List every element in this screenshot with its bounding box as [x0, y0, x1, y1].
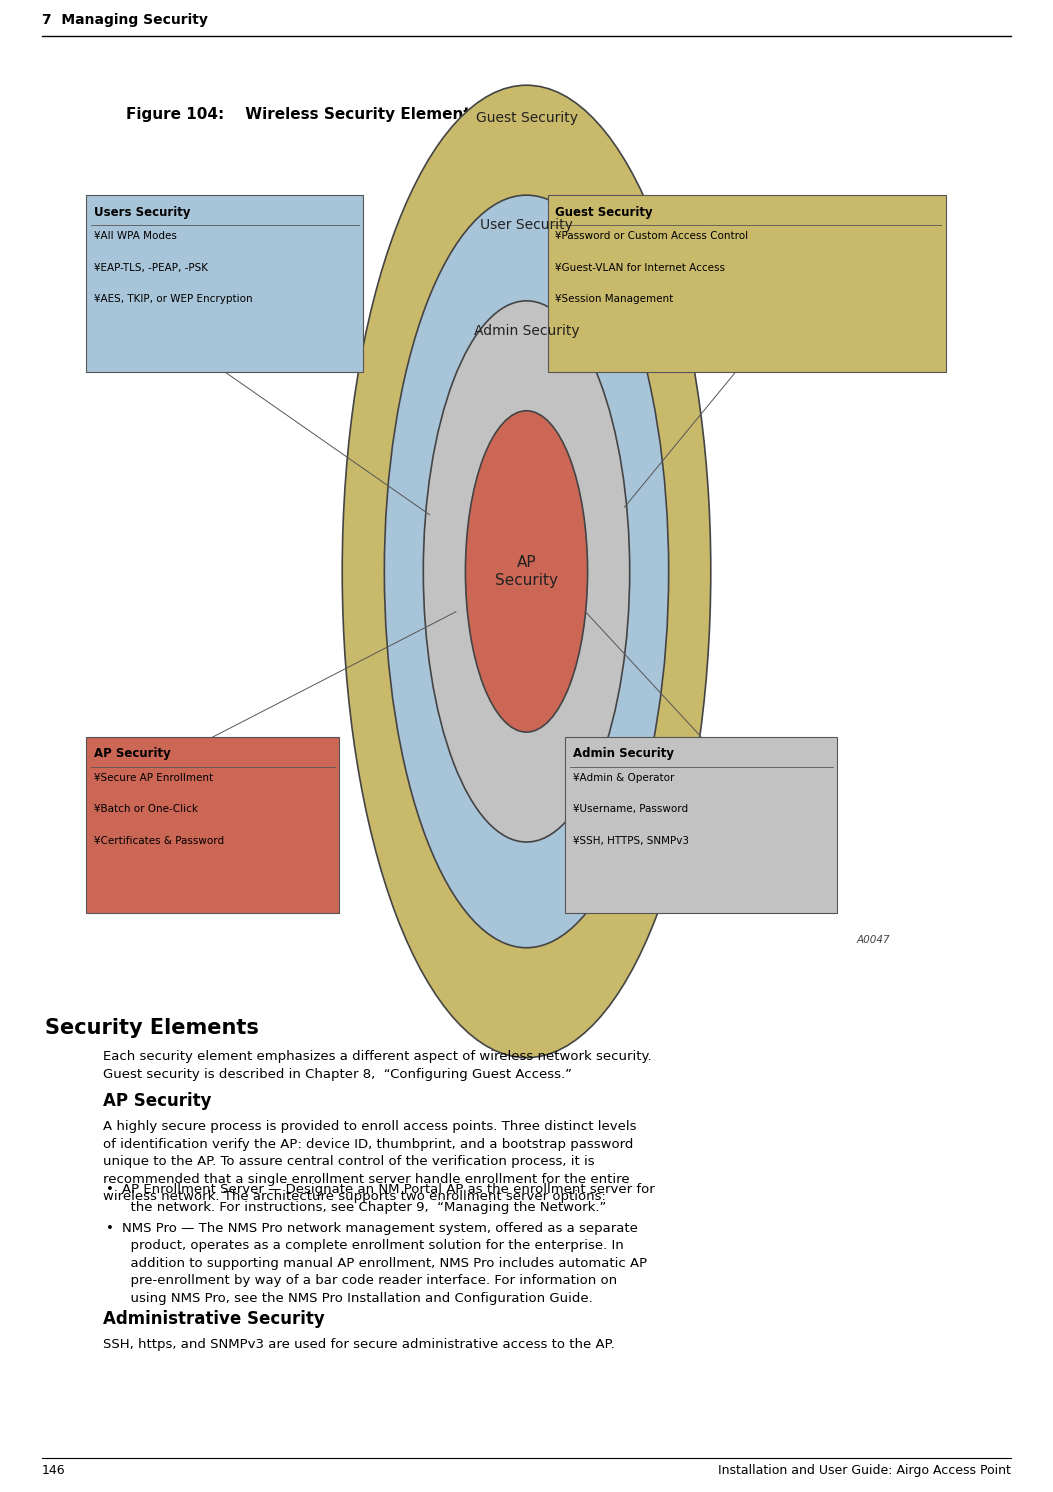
Text: AP
Security: AP Security [495, 555, 558, 588]
Text: ¥Username, Password: ¥Username, Password [573, 804, 688, 815]
Text: NMS Pro — The NMS Pro network management system, offered as a separate
  product: NMS Pro — The NMS Pro network management… [122, 1222, 648, 1306]
Text: Each security element emphasizes a different aspect of wireless network security: Each security element emphasizes a diffe… [103, 1050, 652, 1080]
Text: Figure 104:    Wireless Security Elements: Figure 104: Wireless Security Elements [126, 107, 480, 122]
Text: ¥Session Management: ¥Session Management [555, 294, 673, 304]
Text: ¥Certificates & Password: ¥Certificates & Password [94, 836, 224, 846]
Text: ¥EAP-TLS, -PEAP, -PSK: ¥EAP-TLS, -PEAP, -PSK [94, 263, 207, 273]
Text: Admin Security: Admin Security [573, 747, 674, 761]
Text: •: • [106, 1183, 114, 1197]
Text: Admin Security: Admin Security [474, 324, 579, 337]
Text: ¥All WPA Modes: ¥All WPA Modes [94, 231, 177, 242]
FancyBboxPatch shape [565, 737, 837, 913]
Text: 7  Managing Security: 7 Managing Security [42, 13, 208, 27]
Text: ¥Guest-VLAN for Internet Access: ¥Guest-VLAN for Internet Access [555, 263, 724, 273]
FancyBboxPatch shape [548, 195, 946, 372]
Text: Users Security: Users Security [94, 206, 191, 219]
Text: AP Security: AP Security [94, 747, 171, 761]
Text: •: • [106, 1222, 114, 1235]
Text: ¥Admin & Operator: ¥Admin & Operator [573, 773, 674, 783]
Text: ¥Secure AP Enrollment: ¥Secure AP Enrollment [94, 773, 213, 783]
Ellipse shape [384, 195, 669, 947]
Text: ¥Password or Custom Access Control: ¥Password or Custom Access Control [555, 231, 748, 242]
Text: A highly secure process is provided to enroll access points. Three distinct leve: A highly secure process is provided to e… [103, 1120, 637, 1204]
Text: ¥Batch or One-Click: ¥Batch or One-Click [94, 804, 198, 815]
Ellipse shape [342, 85, 711, 1058]
Text: A0047: A0047 [856, 935, 890, 946]
Text: Administrative Security: Administrative Security [103, 1310, 325, 1328]
Text: Security Elements: Security Elements [45, 1018, 259, 1037]
Ellipse shape [465, 410, 588, 733]
Text: Guest Security: Guest Security [555, 206, 653, 219]
Text: Installation and User Guide: Airgo Access Point: Installation and User Guide: Airgo Acces… [718, 1464, 1011, 1477]
Text: AP Security: AP Security [103, 1092, 212, 1110]
Text: SSH, https, and SNMPv3 are used for secure administrative access to the AP.: SSH, https, and SNMPv3 are used for secu… [103, 1338, 615, 1352]
Text: Guest Security: Guest Security [476, 110, 577, 125]
Text: 146: 146 [42, 1464, 65, 1477]
FancyBboxPatch shape [86, 737, 339, 913]
Text: User Security: User Security [480, 218, 573, 231]
Text: ¥SSH, HTTPS, SNMPv3: ¥SSH, HTTPS, SNMPv3 [573, 836, 689, 846]
Text: AP Enrollment Server — Designate an NM Portal AP as the enrollment server for
  : AP Enrollment Server — Designate an NM P… [122, 1183, 655, 1213]
FancyBboxPatch shape [86, 195, 363, 372]
Text: ¥AES, TKIP, or WEP Encryption: ¥AES, TKIP, or WEP Encryption [94, 294, 253, 304]
Ellipse shape [423, 301, 630, 841]
